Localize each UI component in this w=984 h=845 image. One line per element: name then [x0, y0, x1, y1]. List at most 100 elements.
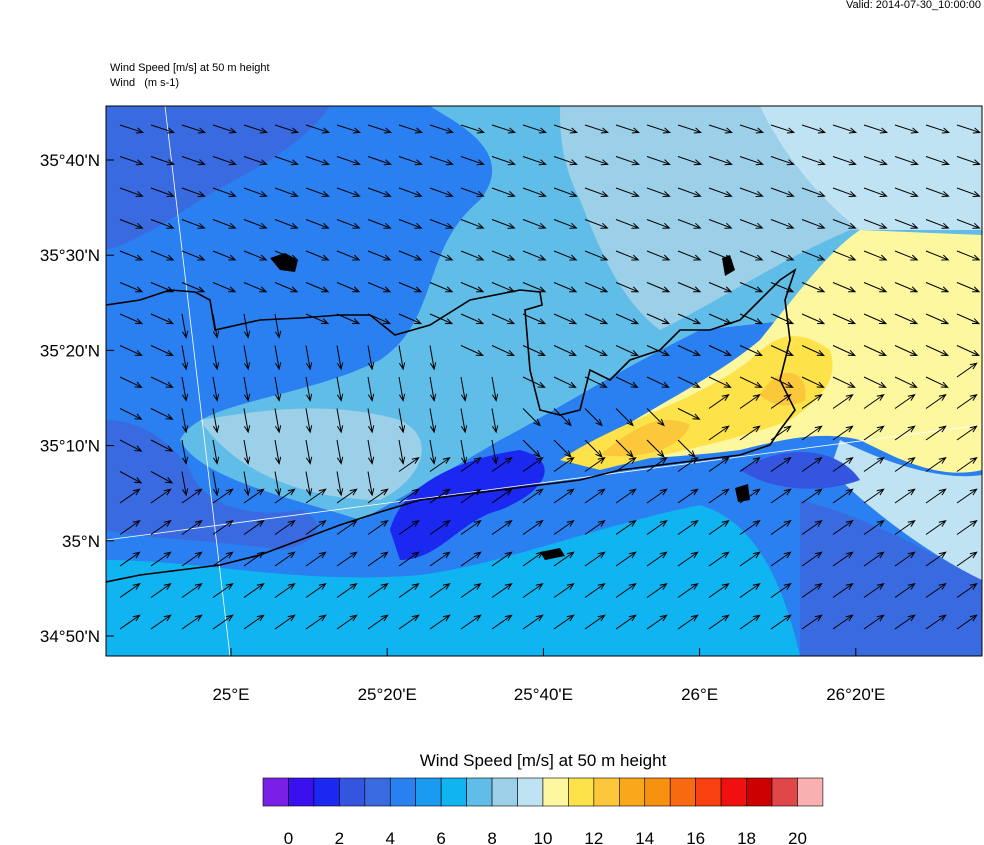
wind-arrow [305, 156, 330, 166]
wind-arrow [150, 156, 175, 166]
wind-arrow [801, 156, 826, 166]
wind-arrow [305, 408, 313, 434]
wind-arrow [274, 488, 296, 504]
wind-arrow [491, 282, 516, 293]
wind-arrow [336, 345, 344, 371]
wind-arrow [677, 408, 701, 420]
wind-arrow [429, 551, 451, 567]
wind-arrow [832, 187, 857, 198]
wind-arrow [429, 519, 451, 535]
wind-arrow [336, 156, 361, 166]
wind-arrow [708, 393, 730, 409]
wind-arrow [305, 219, 330, 229]
wind-arrow [119, 471, 143, 484]
wind-arrow [956, 519, 978, 535]
wind-arrow [460, 439, 468, 465]
wind-arrow [243, 408, 251, 434]
wind-arrow [677, 582, 699, 598]
wind-arrow [336, 408, 344, 434]
wind-arrow [429, 282, 454, 293]
wind-arrow [491, 124, 517, 134]
wind-arrow [150, 313, 175, 325]
wind-arrow [925, 187, 950, 198]
wind-arrow [491, 376, 499, 402]
wind-arrow [801, 393, 823, 409]
wind-arrow [398, 614, 420, 630]
wind-arrow [491, 439, 499, 465]
wind-arrow [615, 219, 640, 229]
lon-label: 25°E [212, 685, 249, 704]
wind-arrow [863, 488, 885, 504]
wind-arrow [708, 187, 733, 198]
wind-arrow [243, 156, 268, 166]
wind-arrow [708, 519, 730, 535]
wind-arrow [522, 345, 546, 357]
colorbar-tick-label: 18 [737, 829, 756, 845]
wind-arrow [863, 124, 889, 134]
wind-arrow [336, 250, 361, 261]
wind-arrow [584, 219, 609, 229]
wind-arrow [150, 345, 174, 357]
wind-arrow [491, 345, 515, 357]
wind-arrow [770, 187, 795, 198]
wind-arrow [212, 219, 237, 229]
wind-arrow [801, 282, 826, 293]
colorbar-box [364, 777, 391, 807]
wind-arrow [553, 439, 572, 458]
wind-arrow [305, 488, 327, 504]
valid-time: Valid: 2014-07-30_10:00:00 [846, 0, 981, 11]
wind-arrow [770, 250, 795, 261]
wind-arrow [274, 471, 282, 497]
wind-arrow [522, 187, 547, 198]
wind-arrow [460, 124, 486, 134]
wind-arrow [336, 124, 362, 134]
wind-arrow [956, 313, 981, 325]
wind-arrow [398, 282, 423, 293]
wind-arrow [615, 582, 637, 598]
wind-arrow [181, 345, 189, 371]
wind-arrow [584, 345, 608, 357]
wind-arrow [274, 376, 282, 402]
wind-arrow [336, 551, 358, 567]
wind-arrow [925, 551, 947, 567]
wind-arrow [491, 456, 513, 472]
wind-arrow [956, 124, 982, 134]
wind-arrow [553, 313, 578, 325]
wind-arrow [243, 250, 268, 261]
wind-arrow [739, 614, 761, 630]
wind-arrow [212, 250, 237, 261]
wind-arrow [739, 551, 761, 567]
wind-arrow [336, 376, 344, 402]
map-field [106, 106, 982, 656]
wind-arrow [336, 439, 344, 465]
colorbar-box [440, 777, 467, 807]
wind-arrow [367, 582, 389, 598]
wind-arrow [584, 582, 606, 598]
colorbar: 0 2 4 6 8 10 12 14 16 18 20 [262, 777, 824, 845]
wind-arrow [336, 313, 361, 325]
wind-arrow [274, 282, 299, 293]
colorbar-tick-label: 2 [335, 829, 344, 845]
wind-arrow [274, 187, 299, 198]
wind-arrow [181, 219, 206, 229]
wind-arrow [491, 582, 513, 598]
wind-arrow [119, 614, 141, 630]
wind-arrow [150, 408, 174, 420]
title-line: Wind Speed [m/s] at 50 m height [110, 62, 270, 74]
wind-arrow [243, 282, 268, 293]
wind-arrow [708, 345, 732, 357]
wind-arrow [584, 488, 606, 504]
wind-arrow [894, 345, 918, 357]
wind-arrow [863, 156, 888, 166]
wind-arrow [491, 156, 516, 166]
wind-arrow [336, 519, 358, 535]
lat-label: 35°30'N [40, 246, 100, 265]
wind-arrow [646, 282, 671, 293]
wind-arrow [584, 282, 609, 293]
wind-arrow [553, 551, 575, 567]
wind-arrow [367, 250, 392, 261]
wind-arrow [615, 282, 640, 293]
wind-arrow [429, 488, 451, 504]
wind-arrow [925, 156, 950, 166]
wind-arrow [460, 582, 482, 598]
